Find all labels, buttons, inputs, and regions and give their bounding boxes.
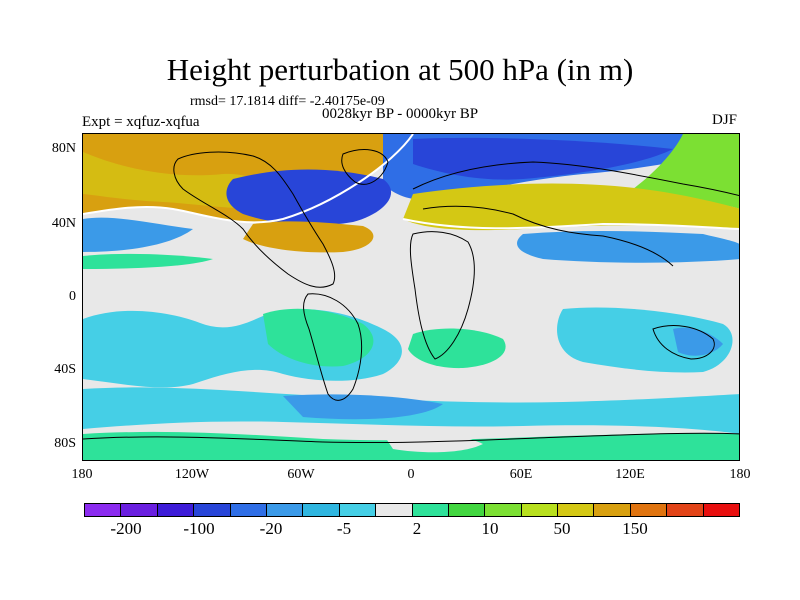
positive-anomaly-atlantic: [243, 221, 374, 253]
colorbar-label: -5: [336, 519, 352, 538]
positive-anomaly-south-america-west: [263, 308, 374, 367]
experiment-label: Expt = xqfuz-xqfua: [82, 114, 200, 130]
positive-anomaly-tropical-pacific: [83, 253, 213, 269]
eurasia-north-coastline: [412, 161, 739, 197]
map-field: [83, 134, 739, 460]
negative-anomaly-indian-ocean: [557, 307, 733, 373]
lat-label-40N: 40N: [51, 216, 76, 231]
colorbar-segment: [667, 504, 704, 516]
season-label: DJF: [712, 112, 738, 128]
colorbar: [84, 503, 740, 517]
lon-label-60E: 60E: [509, 467, 533, 482]
strong-negative-anomaly-arctic: [413, 137, 673, 180]
positive-anomaly-south-atlantic: [408, 328, 506, 369]
colorbar-segment: [157, 504, 195, 516]
africa-coastline: [409, 231, 475, 360]
colorbar-label: -20: [259, 519, 283, 538]
negative-anomaly-pacific-mid: [83, 217, 193, 252]
colorbar-segment: [485, 504, 522, 516]
colorbar-label: 50: [553, 519, 571, 538]
colorbar-segment: [303, 504, 340, 516]
period-subtitle: 0028kyr BP - 0000kyr BP: [322, 106, 479, 122]
south-america-coastline: [303, 293, 363, 401]
lon-label-0: 0: [407, 467, 415, 482]
stats-text: rmsd= 17.1814 diff= -2.40175e-09: [190, 94, 385, 109]
strong-negative-anomaly-southern-ocean: [283, 394, 443, 420]
colorbar-label: -100: [183, 519, 215, 538]
greenland-coastline: [341, 149, 389, 185]
contour-line-north: [83, 134, 414, 224]
colorbar-segment: [448, 504, 486, 516]
colorbar-segment: [630, 504, 668, 516]
colorbar-segment: [194, 504, 231, 516]
eurasia-south-coastline: [422, 205, 674, 267]
coastlines: [83, 149, 739, 444]
colorbar-segment: [339, 504, 377, 516]
colorbar-segment: [703, 504, 740, 516]
negative-anomaly-australia: [673, 327, 723, 356]
plot-title: Height perturbation at 500 hPa (in m): [166, 52, 634, 87]
colorbar-label: 2: [412, 519, 422, 538]
negative-anomaly-north-america: [226, 169, 392, 226]
neutral-patch-antarctica: [383, 432, 483, 453]
colorbar-segment: [266, 504, 304, 516]
lon-label-180e: 180: [729, 467, 751, 482]
lon-label-120E: 120E: [615, 467, 645, 482]
colorbar-segment: [230, 504, 267, 516]
colorbar-segment: [376, 504, 413, 516]
lon-label-180w: 180: [71, 467, 93, 482]
lat-label-80N: 80N: [51, 141, 76, 156]
colorbar-label: -200: [110, 519, 142, 538]
north-america-coastline: [173, 151, 336, 288]
contour-line-eurasia: [402, 218, 739, 230]
positive-anomaly-eurasia: [403, 183, 739, 231]
colorbar-label: 10: [481, 519, 499, 538]
lat-label-80S: 80S: [54, 436, 76, 451]
colorbar-segment: [594, 504, 631, 516]
antarctica-coastline: [83, 432, 739, 444]
australia-coastline: [652, 325, 715, 360]
negative-anomaly-eurasia-south: [517, 230, 739, 263]
colorbar-segment: [85, 504, 122, 516]
colorbar-label: 150: [622, 519, 648, 538]
lon-label-120W: 120W: [174, 467, 210, 482]
colorbar-segment: [521, 504, 559, 516]
lat-label-40S: 40S: [54, 362, 76, 377]
map-panel: [82, 133, 740, 461]
lat-label-0: 0: [69, 289, 76, 304]
colorbar-segment: [558, 504, 595, 516]
lon-label-60W: 60W: [287, 467, 315, 482]
colorbar-segment: [412, 504, 449, 516]
colorbar-segment: [121, 504, 158, 516]
